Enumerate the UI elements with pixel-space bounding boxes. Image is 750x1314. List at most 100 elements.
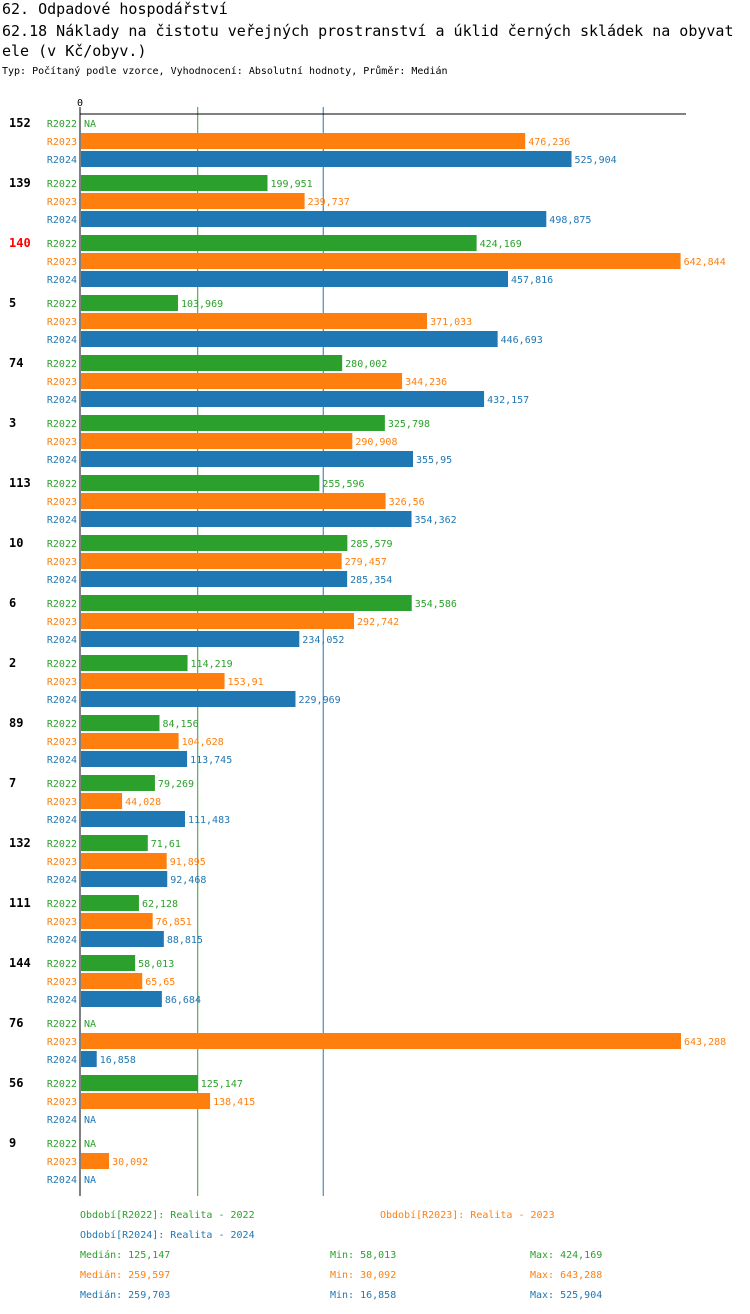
- series-label: R2023: [47, 497, 77, 508]
- bar: [81, 613, 355, 629]
- series-label: R2023: [47, 137, 77, 148]
- data-label: 292,742: [357, 617, 399, 628]
- series-label: R2024: [47, 155, 77, 166]
- bar: [81, 331, 498, 347]
- series-label: R2022: [47, 1079, 77, 1090]
- series-label: R2024: [47, 455, 77, 466]
- bar: [81, 991, 162, 1007]
- group-label: 144: [9, 956, 31, 970]
- data-label: 354,362: [415, 515, 457, 526]
- data-label: 62,128: [142, 899, 178, 910]
- series-label: R2023: [47, 1037, 77, 1048]
- series-label: R2022: [47, 959, 77, 970]
- series-label: R2022: [47, 659, 77, 670]
- bar: [81, 211, 547, 227]
- series-label: R2024: [47, 1175, 77, 1186]
- group-label: 139: [9, 176, 31, 190]
- chart-subtitle: Typ: Počítaný podle vzorce, Vyhodnocení:…: [2, 66, 448, 77]
- data-label: 153,91: [228, 677, 264, 688]
- series-label: R2022: [47, 119, 77, 130]
- series-label: R2022: [47, 179, 77, 190]
- data-label: 457,816: [511, 275, 553, 286]
- bar: [81, 511, 412, 527]
- legend-period-2024: Období[R2024]: Realita - 2024: [80, 1230, 255, 1241]
- page-title: 62. Odpadové hospodářství: [2, 0, 228, 18]
- data-label: 239,737: [308, 197, 350, 208]
- series-label: R2023: [47, 557, 77, 568]
- data-label: 285,579: [350, 539, 392, 550]
- chart-title-line1: 62.18 Náklady na čistotu veřejných prost…: [2, 22, 734, 40]
- bar: [81, 955, 136, 971]
- bar: [81, 631, 300, 647]
- series-label: R2024: [47, 275, 77, 286]
- data-label: 234,052: [302, 635, 344, 646]
- na-label: NA: [84, 1139, 96, 1150]
- bar: [81, 493, 386, 509]
- series-label: R2024: [47, 335, 77, 346]
- series-label: R2024: [47, 215, 77, 226]
- series-label: R2024: [47, 395, 77, 406]
- bar: [81, 931, 164, 947]
- bar: [81, 673, 225, 689]
- legend-period-2023: Období[R2023]: Realita - 2023: [380, 1210, 555, 1221]
- group-label: 74: [9, 356, 23, 370]
- data-label: 525,904: [575, 155, 617, 166]
- bar: [81, 733, 179, 749]
- stat-median-2024: Medián: 259,703: [80, 1290, 171, 1301]
- data-label: 65,65: [145, 977, 175, 988]
- data-label: 498,875: [549, 215, 591, 226]
- data-label: 355,95: [416, 455, 452, 466]
- stat-median-2023: Medián: 259,597: [80, 1270, 171, 1281]
- series-label: R2024: [47, 695, 77, 706]
- data-label: 424,169: [480, 239, 522, 250]
- data-label: 326,56: [389, 497, 425, 508]
- na-label: NA: [84, 1175, 96, 1186]
- bar: [81, 193, 305, 209]
- series-label: R2023: [47, 257, 77, 268]
- bar: [81, 271, 509, 287]
- data-label: 199,951: [270, 179, 312, 190]
- stat-max-2023: Max: 643,288: [530, 1270, 603, 1281]
- data-label: 104,628: [182, 737, 224, 748]
- series-label: R2024: [47, 875, 77, 886]
- bar: [81, 811, 185, 827]
- stat-min-2024: Min: 16,858: [330, 1290, 397, 1301]
- series-label: R2023: [47, 1097, 77, 1108]
- bar: [81, 871, 168, 887]
- bar: [81, 253, 681, 269]
- data-label: 279,457: [345, 557, 387, 568]
- series-label: R2022: [47, 539, 77, 550]
- bar: [81, 313, 428, 329]
- series-label: R2022: [47, 719, 77, 730]
- bar: [81, 793, 123, 809]
- series-label: R2023: [47, 917, 77, 928]
- bar: [81, 475, 320, 491]
- series-label: R2023: [47, 377, 77, 388]
- series-label: R2024: [47, 515, 77, 526]
- bar: [81, 355, 343, 371]
- group-label: 10: [9, 536, 23, 550]
- series-label: R2022: [47, 899, 77, 910]
- data-label: 642,844: [684, 257, 726, 268]
- series-label: R2024: [47, 935, 77, 946]
- data-label: 138,415: [213, 1097, 255, 1108]
- group-label: 89: [9, 716, 23, 730]
- group-label: 9: [9, 1136, 16, 1150]
- data-label: 354,586: [415, 599, 457, 610]
- series-label: R2022: [47, 599, 77, 610]
- data-label: 643,288: [684, 1037, 726, 1048]
- group-label: 132: [9, 836, 31, 850]
- series-label: R2023: [47, 617, 77, 628]
- series-label: R2024: [47, 815, 77, 826]
- chart-title-line2: ele (v Kč/obyv.): [2, 42, 147, 60]
- data-label: 125,147: [201, 1079, 243, 1090]
- data-label: 344,236: [405, 377, 447, 388]
- data-label: 71,61: [151, 839, 181, 850]
- data-label: 371,033: [430, 317, 472, 328]
- bar: [81, 775, 155, 791]
- bar: [81, 553, 342, 569]
- stat-median-2022: Medián: 125,147: [80, 1250, 171, 1261]
- group-label: 7: [9, 776, 16, 790]
- data-label: 255,596: [322, 479, 364, 490]
- series-label: R2023: [47, 677, 77, 688]
